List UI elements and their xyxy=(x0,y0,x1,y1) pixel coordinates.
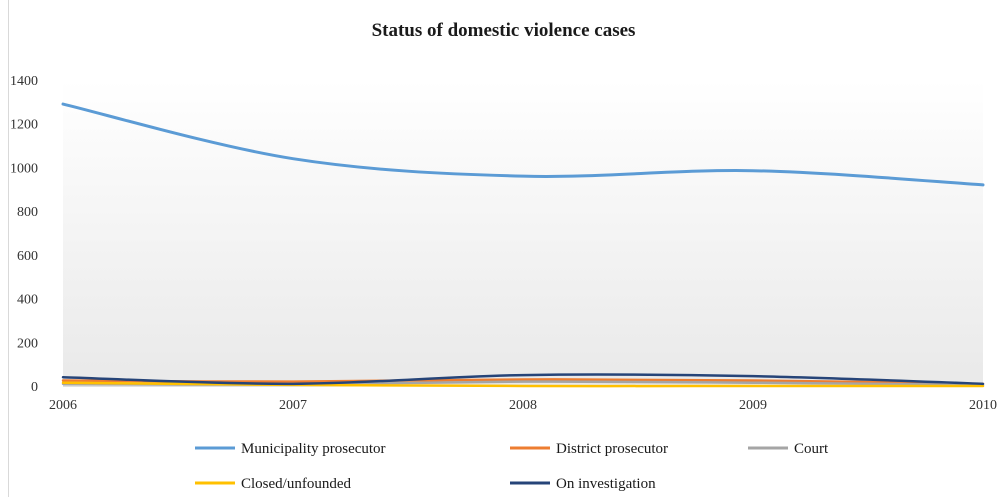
y-tick-label: 600 xyxy=(17,249,38,264)
legend-label: Court xyxy=(794,441,829,457)
chart-title: Status of domestic violence cases xyxy=(371,20,636,41)
plot-area xyxy=(63,80,983,386)
series-line xyxy=(61,373,985,386)
y-tick-label: 800 xyxy=(17,205,38,220)
y-tick-label: 0 xyxy=(31,380,38,395)
x-tick-label: 2008 xyxy=(509,398,537,413)
x-tick-label: 2009 xyxy=(739,398,767,413)
legend-label: Municipality prosecutor xyxy=(241,441,386,457)
y-axis: 0 200 400 600 800 1000 1200 1400 xyxy=(10,74,38,395)
x-tick-label: 2006 xyxy=(49,398,77,413)
x-tick-label: 2007 xyxy=(279,398,307,413)
legend-label: District prosecutor xyxy=(556,441,668,457)
x-tick-label: 2010 xyxy=(969,398,997,413)
y-tick-label: 1000 xyxy=(10,161,38,176)
legend: Municipality prosecutor District prosecut… xyxy=(195,441,829,492)
frame-edge xyxy=(8,0,9,497)
series-line xyxy=(61,102,985,187)
x-axis: 2006 2007 2008 2009 2010 xyxy=(49,398,997,413)
legend-label: Closed/unfounded xyxy=(241,476,351,492)
series-lines xyxy=(61,102,985,388)
y-tick-label: 400 xyxy=(17,293,38,308)
series-line xyxy=(61,381,985,388)
y-tick-label: 200 xyxy=(17,336,38,351)
y-tick-label: 1400 xyxy=(10,74,38,89)
y-tick-label: 1200 xyxy=(10,118,38,133)
legend-label: On investigation xyxy=(556,476,656,492)
